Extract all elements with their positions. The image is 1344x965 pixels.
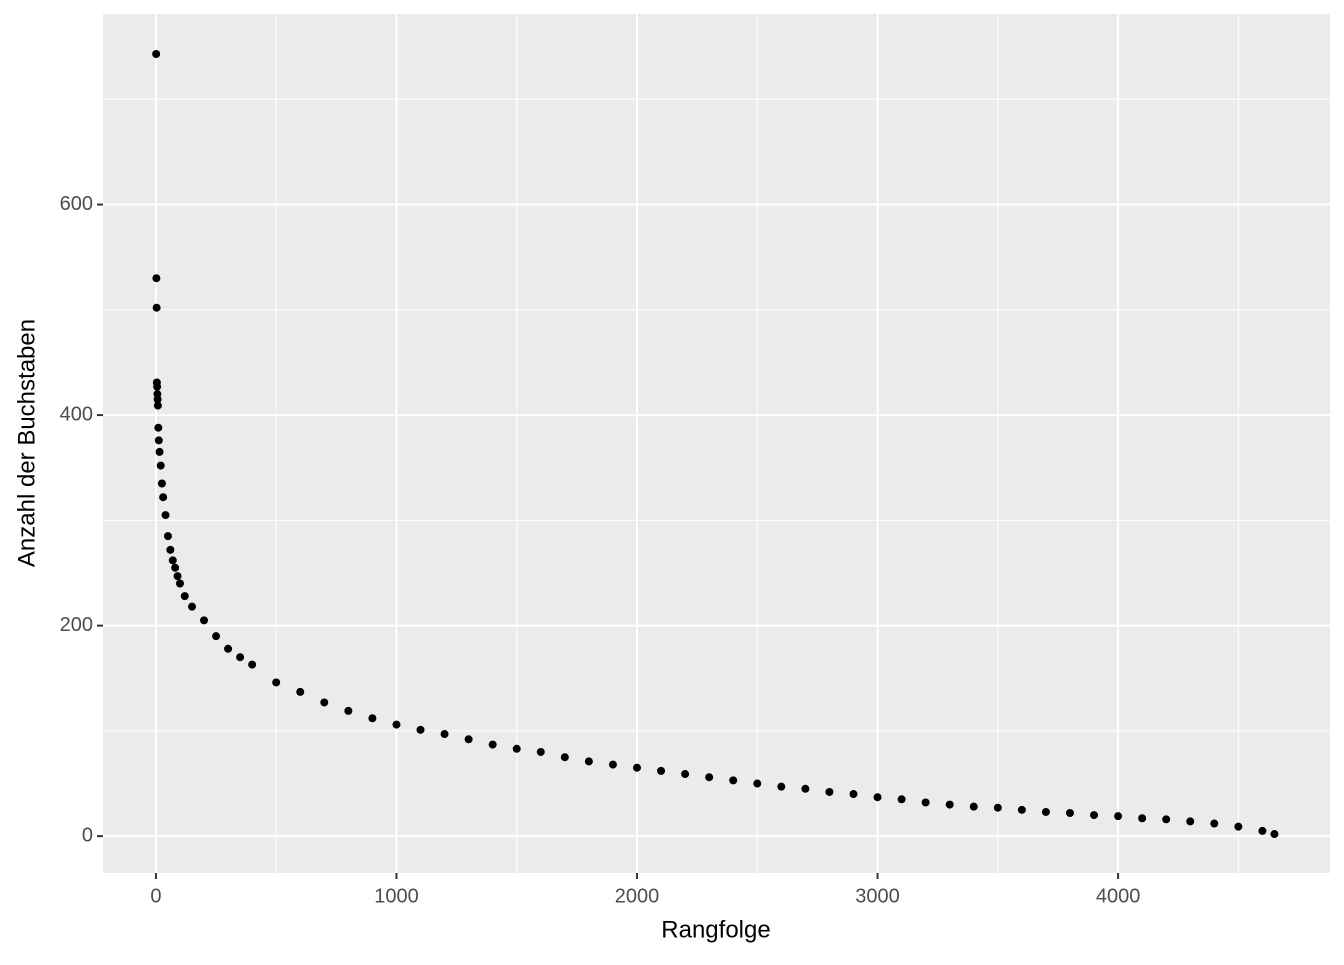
x-tick-label: 2000 <box>615 885 660 907</box>
point <box>168 556 177 565</box>
panel <box>103 14 1330 873</box>
x-tick-label: 4000 <box>1096 885 1141 907</box>
point <box>248 660 257 669</box>
point <box>153 382 162 391</box>
point <box>1186 817 1195 826</box>
point <box>157 479 166 488</box>
point <box>560 753 569 762</box>
point <box>993 803 1002 812</box>
x-tick-label: 3000 <box>855 885 900 907</box>
point <box>153 401 162 410</box>
y-tick-label: 200 <box>60 614 93 636</box>
point <box>1258 826 1267 835</box>
point <box>536 747 545 756</box>
point <box>180 592 189 601</box>
point <box>392 720 401 729</box>
point <box>488 740 497 749</box>
point <box>296 687 305 696</box>
point <box>921 798 930 807</box>
x-tick-label: 0 <box>150 885 161 907</box>
point <box>1017 805 1026 814</box>
point <box>154 423 163 432</box>
point <box>608 760 617 769</box>
point <box>188 602 197 611</box>
point <box>224 644 233 653</box>
point <box>512 744 521 753</box>
point <box>1162 815 1171 824</box>
point <box>344 706 353 715</box>
point <box>1065 808 1074 817</box>
point <box>159 493 168 502</box>
point <box>154 436 163 445</box>
point <box>212 632 221 641</box>
point <box>584 757 593 766</box>
point <box>969 802 978 811</box>
point <box>155 447 164 456</box>
point <box>825 787 834 796</box>
point <box>236 653 245 662</box>
point <box>777 782 786 791</box>
point <box>416 725 425 734</box>
point <box>897 795 906 804</box>
point <box>440 730 449 739</box>
point <box>173 572 182 581</box>
point <box>1138 814 1147 823</box>
point <box>705 773 714 782</box>
point <box>681 770 690 779</box>
point <box>1270 830 1279 839</box>
y-axis-title: Anzahl der Buchstaben <box>13 319 40 567</box>
point <box>161 511 170 520</box>
point <box>156 461 165 470</box>
point <box>849 790 858 799</box>
point <box>163 532 172 541</box>
point <box>320 698 329 707</box>
point <box>945 800 954 809</box>
point <box>633 763 642 772</box>
point <box>1041 807 1050 816</box>
y-tick-label: 0 <box>82 824 93 846</box>
point <box>153 395 162 404</box>
y-tick-label: 400 <box>60 403 93 425</box>
point <box>657 766 666 775</box>
x-tick-label: 1000 <box>374 885 419 907</box>
point <box>166 545 175 554</box>
point <box>873 793 882 802</box>
x-axis-title: Rangfolge <box>661 916 770 943</box>
point <box>1210 819 1219 828</box>
point <box>1090 811 1099 820</box>
point <box>152 303 161 312</box>
point <box>152 274 161 283</box>
point <box>729 776 738 785</box>
point <box>171 563 180 572</box>
point <box>1234 822 1243 831</box>
y-tick-label: 600 <box>60 193 93 215</box>
point <box>175 579 184 588</box>
point <box>464 735 473 744</box>
point <box>753 779 762 788</box>
point <box>152 50 161 59</box>
point <box>200 616 209 625</box>
point <box>801 784 810 793</box>
point <box>368 714 377 723</box>
point <box>272 678 281 687</box>
point <box>1114 812 1123 821</box>
